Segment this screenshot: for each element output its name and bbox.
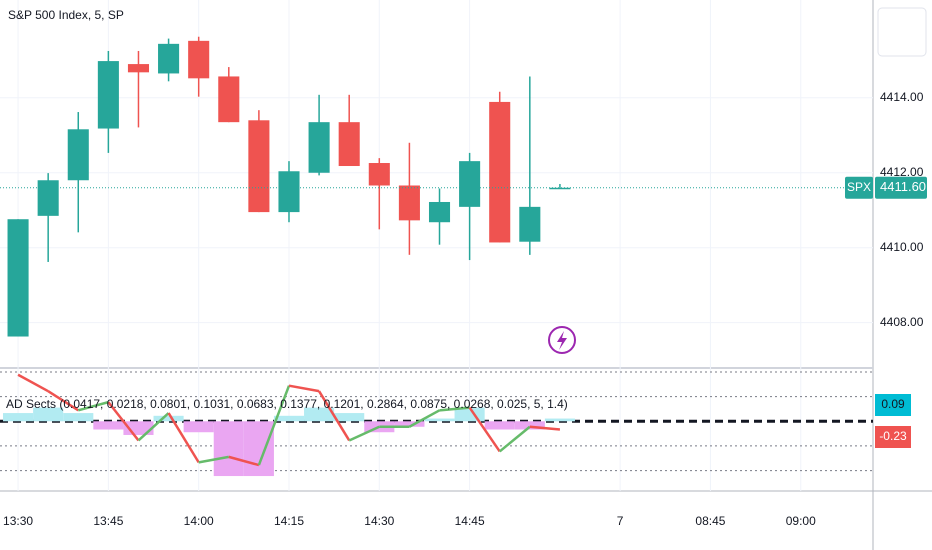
candle-body <box>459 161 481 207</box>
candle-body <box>338 122 360 167</box>
chart-title: S&P 500 Index, 5, SP <box>8 8 124 22</box>
indicator-line <box>198 455 230 464</box>
indicator-line <box>468 406 501 453</box>
indicator-line <box>288 384 320 393</box>
indicator-line <box>47 390 79 412</box>
histogram-bar <box>544 418 575 422</box>
x-tick-label: 14:00 <box>184 514 214 528</box>
indicator-line <box>318 390 351 442</box>
settings-button[interactable] <box>877 7 927 57</box>
histogram-bar <box>514 421 545 430</box>
indicator-line <box>77 400 109 412</box>
y-tick-label: 4410.00 <box>880 240 924 254</box>
candle-body <box>308 122 330 173</box>
histogram-bar <box>243 421 274 477</box>
candle-body <box>519 206 541 242</box>
candle-body <box>549 187 571 190</box>
histogram-bar <box>394 421 425 427</box>
candle-body <box>368 163 390 186</box>
indicator-line <box>348 425 380 442</box>
indicator-line <box>228 455 260 467</box>
symbol-tag-text: SPX <box>847 180 871 194</box>
indicator-line <box>498 425 531 453</box>
candle-body <box>398 185 420 221</box>
candle-body <box>127 64 150 73</box>
indicator-line <box>107 401 140 442</box>
histogram-bar <box>304 407 335 422</box>
x-tick-label: 14:30 <box>364 514 394 528</box>
histogram-bar <box>3 413 34 422</box>
y-tick-label: 4412.00 <box>880 165 924 179</box>
candle-body <box>188 40 210 79</box>
candle-body <box>428 201 451 223</box>
candle-body <box>158 43 180 74</box>
candle-body <box>489 101 511 243</box>
indicator-line <box>17 373 49 393</box>
symbol-tag <box>845 176 873 199</box>
indicator-tag <box>875 394 911 416</box>
histogram-bar <box>153 415 184 422</box>
indicator-tag-text: -0.23 <box>879 429 907 443</box>
histogram-bar <box>33 407 64 422</box>
indicator-tag-text: 0.09 <box>881 397 905 411</box>
x-tick-label: 09:00 <box>786 514 816 528</box>
x-tick-label: 13:45 <box>93 514 123 528</box>
y-tick-label: 4414.00 <box>880 90 924 104</box>
histogram-bar <box>273 415 305 422</box>
candle-body <box>7 219 29 337</box>
candle-body <box>97 61 119 129</box>
price-tag-text: 4411.60 <box>880 179 926 194</box>
histogram-bar <box>63 413 94 422</box>
histogram-bar <box>334 413 365 422</box>
candle-body <box>248 120 270 213</box>
indicator-line <box>257 385 291 466</box>
y-tick-label: 4408.00 <box>880 315 924 329</box>
indicator-label: AD Sects (0.0417, 0.0218, 0.0801, 0.1031… <box>6 397 568 411</box>
histogram-bar <box>93 421 124 430</box>
histogram-bar <box>484 421 515 430</box>
indicator-line <box>439 406 470 412</box>
x-tick-label: 13:30 <box>3 514 33 528</box>
price-tag <box>875 176 927 199</box>
x-tick-label: 14:15 <box>274 514 304 528</box>
x-tick-label: 14:45 <box>455 514 485 528</box>
x-tick-label: 08:45 <box>695 514 725 528</box>
candle-body <box>37 180 59 216</box>
candle-body <box>278 171 300 213</box>
histogram-bar <box>424 418 455 422</box>
event-icon-bolt <box>557 331 567 350</box>
candle-body <box>67 129 89 181</box>
x-tick-label: 7 <box>617 514 624 528</box>
candle-body <box>218 76 240 123</box>
indicator-line <box>408 409 441 428</box>
indicator-line <box>529 425 561 431</box>
indicator-tag <box>875 426 911 448</box>
histogram-bar <box>183 421 214 433</box>
indicator-line <box>167 412 200 464</box>
histogram-bar <box>213 421 244 477</box>
indicator-line <box>137 412 170 442</box>
